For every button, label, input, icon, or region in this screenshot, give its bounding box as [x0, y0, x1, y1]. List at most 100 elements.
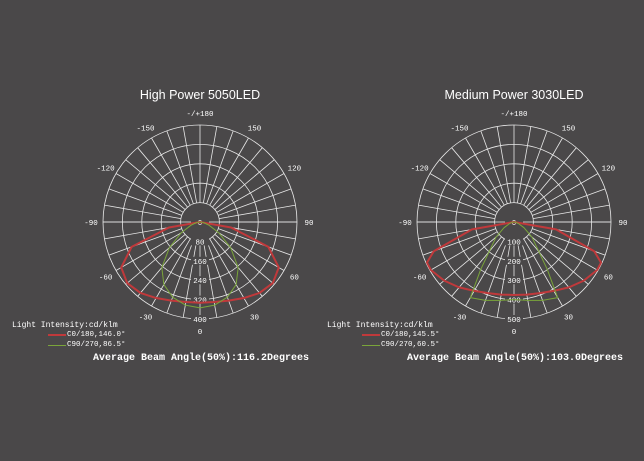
angle-label: -150 [450, 126, 469, 134]
legend-item-c0-left: C0/180,146.0° [48, 331, 126, 339]
chart-title-right: Medium Power 3030LED [444, 88, 584, 102]
angle-label: -30 [139, 314, 153, 322]
grid-spoke [451, 147, 502, 208]
legend-label: C90/270,60.5° [381, 341, 440, 349]
radial-tick-label: 400 [193, 317, 207, 325]
angle-label: 150 [562, 126, 576, 134]
angle-label: -/+180 [500, 111, 528, 119]
grid-spoke [523, 238, 563, 307]
legend-swatch [362, 334, 380, 336]
legend-item-c90-left: C90/270,86.5° [48, 341, 126, 349]
angle-label: -90 [84, 220, 98, 228]
angle-label: 30 [564, 314, 574, 322]
radial-tick-label: 0 [198, 220, 203, 228]
tick-label-bg [505, 276, 523, 285]
legend-swatch [48, 344, 66, 346]
tick-label-bg [191, 315, 209, 323]
grid-spoke [214, 234, 275, 285]
grid-spoke [526, 147, 577, 208]
grid-spoke [520, 240, 548, 314]
grid-spoke [520, 130, 548, 204]
grid-spoke [533, 204, 610, 220]
grid-spoke [532, 188, 606, 216]
legend-title-left: Light Intensity:cd/klm [12, 321, 118, 330]
angle-label: -120 [411, 166, 430, 174]
grid-spoke [108, 228, 182, 256]
tick-label-bg [505, 315, 523, 323]
grid-spoke [496, 126, 512, 203]
radial-tick-label: 160 [193, 259, 207, 267]
grid-spoke [429, 173, 498, 213]
angle-label: -/+180 [186, 111, 214, 119]
tick-label-bg [191, 276, 209, 285]
tick-label-bg [191, 295, 209, 304]
grid-spoke [422, 188, 496, 216]
grid-spoke [182, 126, 198, 203]
tick-label-bg [505, 237, 523, 246]
angle-label: -150 [136, 126, 155, 134]
grid-spoke [528, 234, 589, 285]
grid-spoke [209, 238, 249, 307]
tick-label-bg [191, 256, 209, 265]
legend-item-c90-right: C90/270,60.5° [362, 341, 440, 349]
grid-spoke [115, 231, 184, 271]
grid-spoke [465, 137, 505, 206]
grid-spoke [451, 236, 502, 297]
radial-tick-label: 400 [507, 298, 521, 306]
grid-spoke [516, 241, 532, 318]
grid-spoke [206, 130, 234, 204]
angle-label: 0 [512, 329, 517, 337]
angle-label: 60 [604, 275, 614, 283]
grid-spoke [530, 173, 599, 213]
legend-item-c0-right: C0/180,145.5° [362, 331, 440, 339]
tick-label-bg [505, 256, 523, 265]
grid-spoke [418, 204, 495, 220]
polar-chart-1: -/+1801501209060300-30-60-90-120-1500100… [398, 111, 628, 337]
legend-label: C90/270,86.5° [67, 341, 126, 349]
angle-label: 120 [288, 166, 302, 174]
radial-tick-label: 300 [507, 278, 521, 286]
grid-spoke [108, 188, 182, 216]
series-curve-c0-180 [120, 221, 280, 304]
grid-spoke [480, 130, 508, 204]
radial-tick-label: 0 [512, 220, 517, 228]
beam-angle-left: Average Beam Angle(50%):116.2Degrees [93, 353, 310, 364]
series-curve-c90-270 [469, 221, 559, 301]
grid-spoke [125, 234, 186, 285]
radial-tick-label: 240 [193, 278, 207, 286]
angle-label: 90 [304, 220, 314, 228]
chart-title-left: High Power 5050LED [139, 88, 261, 102]
grid-spoke [439, 159, 500, 210]
angle-label: -60 [99, 275, 113, 283]
series-curve-c90-270 [161, 221, 239, 309]
grid-spoke [516, 126, 532, 203]
angle-label: 150 [248, 126, 262, 134]
grid-spoke [104, 204, 181, 220]
grid-spoke [465, 238, 505, 307]
grid-spoke [218, 228, 292, 256]
tick-label-bg [191, 237, 209, 246]
polar-chart-0: -/+180 150 120 90 60 30 0 -30 -60 -90 -120 -150 0 80 1… [84, 111, 314, 337]
legend-swatch [48, 334, 66, 336]
angle-label: -60 [413, 275, 427, 283]
series-curve-c0-180 [425, 221, 603, 296]
grid-spoke [166, 130, 194, 204]
grid-spoke [218, 188, 292, 216]
grid-spoke [429, 231, 498, 271]
grid-spoke [523, 137, 563, 206]
grid-spoke [216, 173, 285, 213]
beam-angle-right: Average Beam Angle(50%):103.0Degrees [407, 353, 624, 364]
radial-tick-label: 500 [507, 317, 521, 325]
angle-label: -90 [398, 220, 412, 228]
grid-spoke [209, 137, 249, 206]
angle-label: 60 [290, 275, 300, 283]
grid-spoke [151, 137, 191, 206]
legend-title-right: Light Intensity:cd/klm [327, 321, 433, 330]
grid-spoke [202, 126, 218, 203]
grid-spoke [496, 241, 512, 318]
radial-tick-label: 200 [507, 259, 521, 267]
angle-label: 120 [602, 166, 616, 174]
grid-spoke [115, 173, 184, 213]
